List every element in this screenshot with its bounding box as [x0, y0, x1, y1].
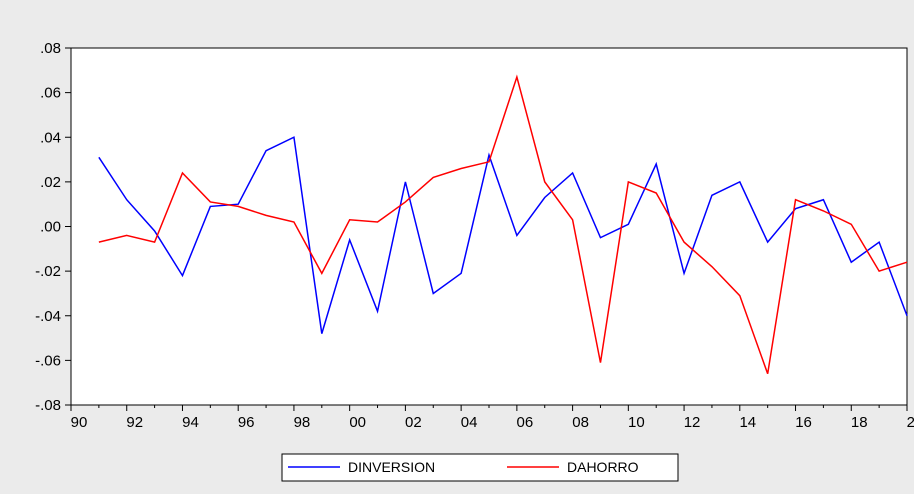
x-tick-label: 06	[517, 414, 534, 431]
series-line-dinversion	[98, 136, 908, 334]
x-tick-label: 00	[349, 414, 366, 431]
x-tick-label: 90	[71, 414, 88, 431]
x-tick-label: 02	[405, 414, 422, 431]
legend: DINVERSION DAHORRO	[281, 453, 679, 482]
x-tick-label: 14	[739, 414, 756, 431]
series-lines	[98, 74, 908, 375]
x-tick-label: 98	[294, 414, 311, 431]
x-tick-label: 94	[182, 414, 199, 431]
legend-box	[281, 453, 679, 482]
x-tick-label: 04	[461, 414, 478, 431]
y-tick-label: .02	[40, 174, 61, 191]
series-line-dahorro	[98, 74, 908, 375]
y-axis: .08 .06 .04 .02 .00 -.02 -.04 -.06 -.08	[35, 40, 71, 414]
y-tick-label: .00	[40, 219, 61, 236]
legend-label-dahorro: DAHORRO	[567, 459, 639, 475]
y-tick-label: .08	[40, 40, 61, 57]
y-tick-label: -.06	[35, 352, 61, 369]
x-tick-label: 96	[238, 414, 255, 431]
x-tick-label: 10	[628, 414, 645, 431]
y-tick-label: .04	[40, 129, 61, 146]
plot-area	[70, 47, 908, 406]
x-tick-label: 92	[126, 414, 143, 431]
y-tick-label: -.08	[35, 397, 61, 414]
y-tick-label: -.04	[35, 308, 61, 325]
x-tick-label: 08	[572, 414, 589, 431]
x-tick-label: 12	[684, 414, 701, 431]
x-tick-label: 20	[907, 414, 914, 431]
legend-label-dinversion: DINVERSION	[348, 459, 435, 475]
y-tick-label: -.02	[35, 263, 61, 280]
x-tick-label: 16	[795, 414, 812, 431]
x-axis: 90 92 94 96 98 00 02 04 06 08 10 12 14 16 18 20	[70, 405, 914, 431]
y-tick-label: .06	[40, 85, 61, 102]
x-tick-label: 18	[851, 414, 868, 431]
